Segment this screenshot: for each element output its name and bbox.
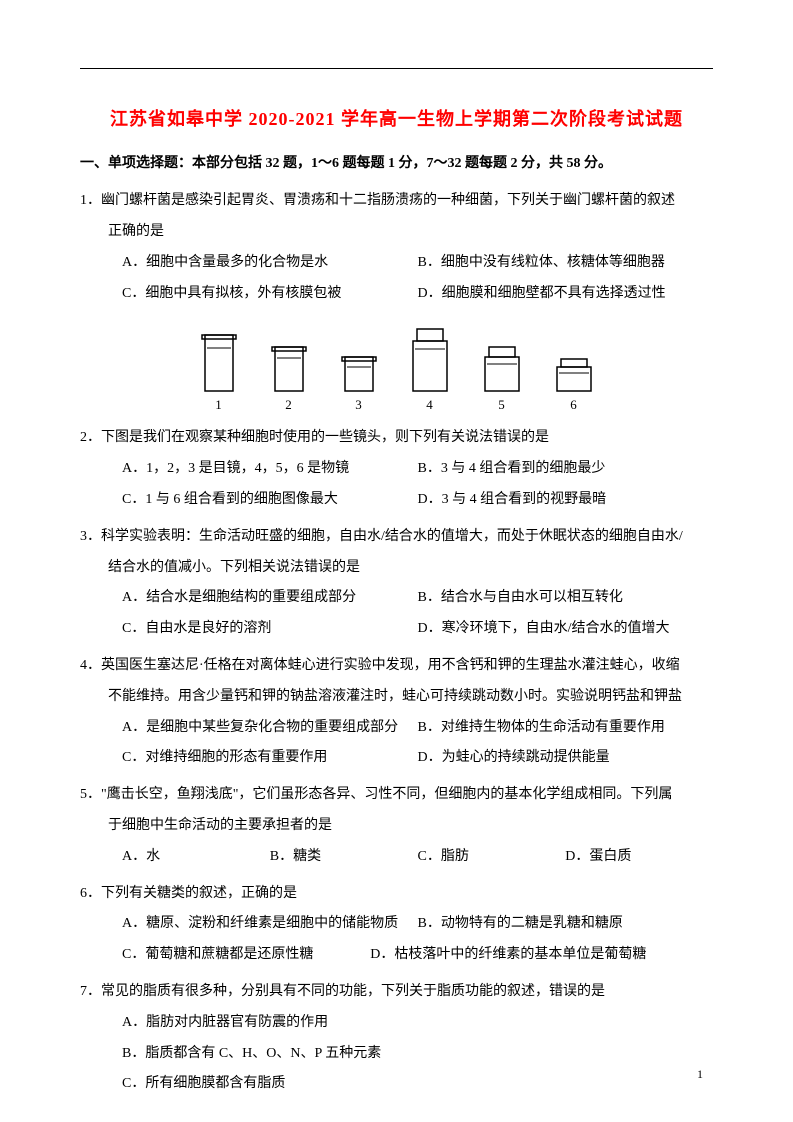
q4-option-a: A．是细胞中某些复杂化合物的重要组成部分	[122, 713, 418, 744]
q1-option-a: A．细胞中含量最多的化合物是水	[122, 248, 418, 279]
lens-label-4: 4	[426, 397, 433, 413]
page-number: 1	[697, 1067, 703, 1082]
lens-label-5: 5	[498, 397, 505, 413]
q1-option-c: C．细胞中具有拟核，外有核膜包被	[122, 279, 418, 310]
q4-stem-line1: 4．英国医生塞达尼·任格在对离体蛙心进行实验中发现，用不含钙和钾的生理盐水灌注蛙…	[80, 651, 713, 682]
q1-stem-line1: 1．幽门螺杆菌是感染引起胃炎、胃溃疡和十二指肠溃疡的一种细菌，下列关于幽门螺杆菌…	[80, 186, 713, 217]
q4-stem-line2: 不能维持。用含少量钙和钾的钠盐溶液灌注时，蛙心可持续跳动数小时。实验说明钙盐和钾…	[80, 682, 713, 713]
question-4: 4．英国医生塞达尼·任格在对离体蛙心进行实验中发现，用不含钙和钾的生理盐水灌注蛙…	[80, 651, 713, 774]
q2-option-c: C．1 与 6 组合看到的细胞图像最大	[122, 485, 418, 516]
q5-stem-line1: 5．"鹰击长空，鱼翔浅底"，它们虽形态各异、习性不同，但细胞内的基本化学组成相同…	[80, 780, 713, 811]
lens-4: 4	[409, 327, 451, 413]
q3-option-a: A．结合水是细胞结构的重要组成部分	[122, 583, 418, 614]
q6-option-b: B．动物特有的二糖是乳糖和糖原	[418, 909, 714, 940]
q6-option-c: C．葡萄糖和蔗糖都是还原性糖	[122, 940, 370, 971]
lens-3: 3	[339, 355, 379, 413]
q7-stem: 7．常见的脂质有很多种，分别具有不同的功能，下列关于脂质功能的叙述，错误的是	[80, 977, 713, 1008]
q3-option-d: D．寒冷环境下，自由水/结合水的值增大	[418, 614, 714, 645]
q1-option-d: D．细胞膜和细胞壁都不具有选择透过性	[418, 279, 714, 310]
top-divider	[80, 68, 713, 69]
q2-stem: 2．下图是我们在观察某种细胞时使用的一些镜头，则下列有关说法错误的是	[80, 423, 713, 454]
objective-icon	[553, 357, 595, 393]
q6-option-a: A．糖原、淀粉和纤维素是细胞中的储能物质	[122, 909, 418, 940]
q5-stem-line2: 于细胞中生命活动的主要承担者的是	[80, 811, 713, 842]
q5-option-c: C．脂肪	[418, 842, 566, 873]
lens-2: 2	[269, 345, 309, 413]
q6-stem: 6．下列有关糖类的叙述，正确的是	[80, 879, 713, 910]
lens-6: 6	[553, 357, 595, 413]
lens-diagram: 1 2 3 4 5	[80, 327, 713, 413]
question-2: 2．下图是我们在观察某种细胞时使用的一些镜头，则下列有关说法错误的是 A．1，2…	[80, 423, 713, 515]
section-instruction: 一、单项选择题：本部分包括 32 题，1～6 题每题 1 分，7～32 题每题 …	[80, 151, 713, 176]
lens-1: 1	[199, 333, 239, 413]
q7-option-b: B．脂质都含有 C、H、O、N、P 五种元素	[122, 1039, 713, 1070]
lens-label-2: 2	[285, 397, 292, 413]
q3-stem-line2: 结合水的值减小。下列相关说法错误的是	[80, 553, 713, 584]
eyepiece-icon	[199, 333, 239, 393]
q3-option-c: C．自由水是良好的溶剂	[122, 614, 418, 645]
q5-option-a: A．水	[122, 842, 270, 873]
q1-option-b: B．细胞中没有线粒体、核糖体等细胞器	[418, 248, 714, 279]
lens-label-6: 6	[570, 397, 577, 413]
q4-option-b: B．对维持生物体的生命活动有重要作用	[418, 713, 714, 744]
q3-option-b: B．结合水与自由水可以相互转化	[418, 583, 714, 614]
q2-option-b: B．3 与 4 组合看到的细胞最少	[418, 454, 714, 485]
q7-option-c: C．所有细胞膜都含有脂质	[122, 1069, 713, 1100]
question-6: 6．下列有关糖类的叙述，正确的是 A．糖原、淀粉和纤维素是细胞中的储能物质 B．…	[80, 879, 713, 971]
q4-option-c: C．对维持细胞的形态有重要作用	[122, 743, 418, 774]
q5-option-d: D．蛋白质	[565, 842, 713, 873]
eyepiece-icon	[269, 345, 309, 393]
question-5: 5．"鹰击长空，鱼翔浅底"，它们虽形态各异、习性不同，但细胞内的基本化学组成相同…	[80, 780, 713, 872]
eyepiece-icon	[339, 355, 379, 393]
q1-stem-line2: 正确的是	[80, 217, 713, 248]
question-1: 1．幽门螺杆菌是感染引起胃炎、胃溃疡和十二指肠溃疡的一种细菌，下列关于幽门螺杆菌…	[80, 186, 713, 309]
lens-5: 5	[481, 345, 523, 413]
question-3: 3．科学实验表明：生命活动旺盛的细胞，自由水/结合水的值增大，而处于休眠状态的细…	[80, 522, 713, 645]
q5-option-b: B．糖类	[270, 842, 418, 873]
lens-label-3: 3	[355, 397, 362, 413]
q3-stem-line1: 3．科学实验表明：生命活动旺盛的细胞，自由水/结合水的值增大，而处于休眠状态的细…	[80, 522, 713, 553]
objective-icon	[409, 327, 451, 393]
exam-title: 江苏省如皋中学 2020-2021 学年高一生物上学期第二次阶段考试试题	[80, 105, 713, 131]
lens-label-1: 1	[215, 397, 222, 413]
objective-icon	[481, 345, 523, 393]
q2-option-d: D．3 与 4 组合看到的视野最暗	[418, 485, 714, 516]
q6-option-d: D．枯枝落叶中的纤维素的基本单位是葡萄糖	[370, 940, 713, 971]
q4-option-d: D．为蛙心的持续跳动提供能量	[418, 743, 714, 774]
q7-option-a: A．脂肪对内脏器官有防震的作用	[122, 1008, 713, 1039]
question-7: 7．常见的脂质有很多种，分别具有不同的功能，下列关于脂质功能的叙述，错误的是 A…	[80, 977, 713, 1100]
q2-option-a: A．1，2，3 是目镜，4，5，6 是物镜	[122, 454, 418, 485]
